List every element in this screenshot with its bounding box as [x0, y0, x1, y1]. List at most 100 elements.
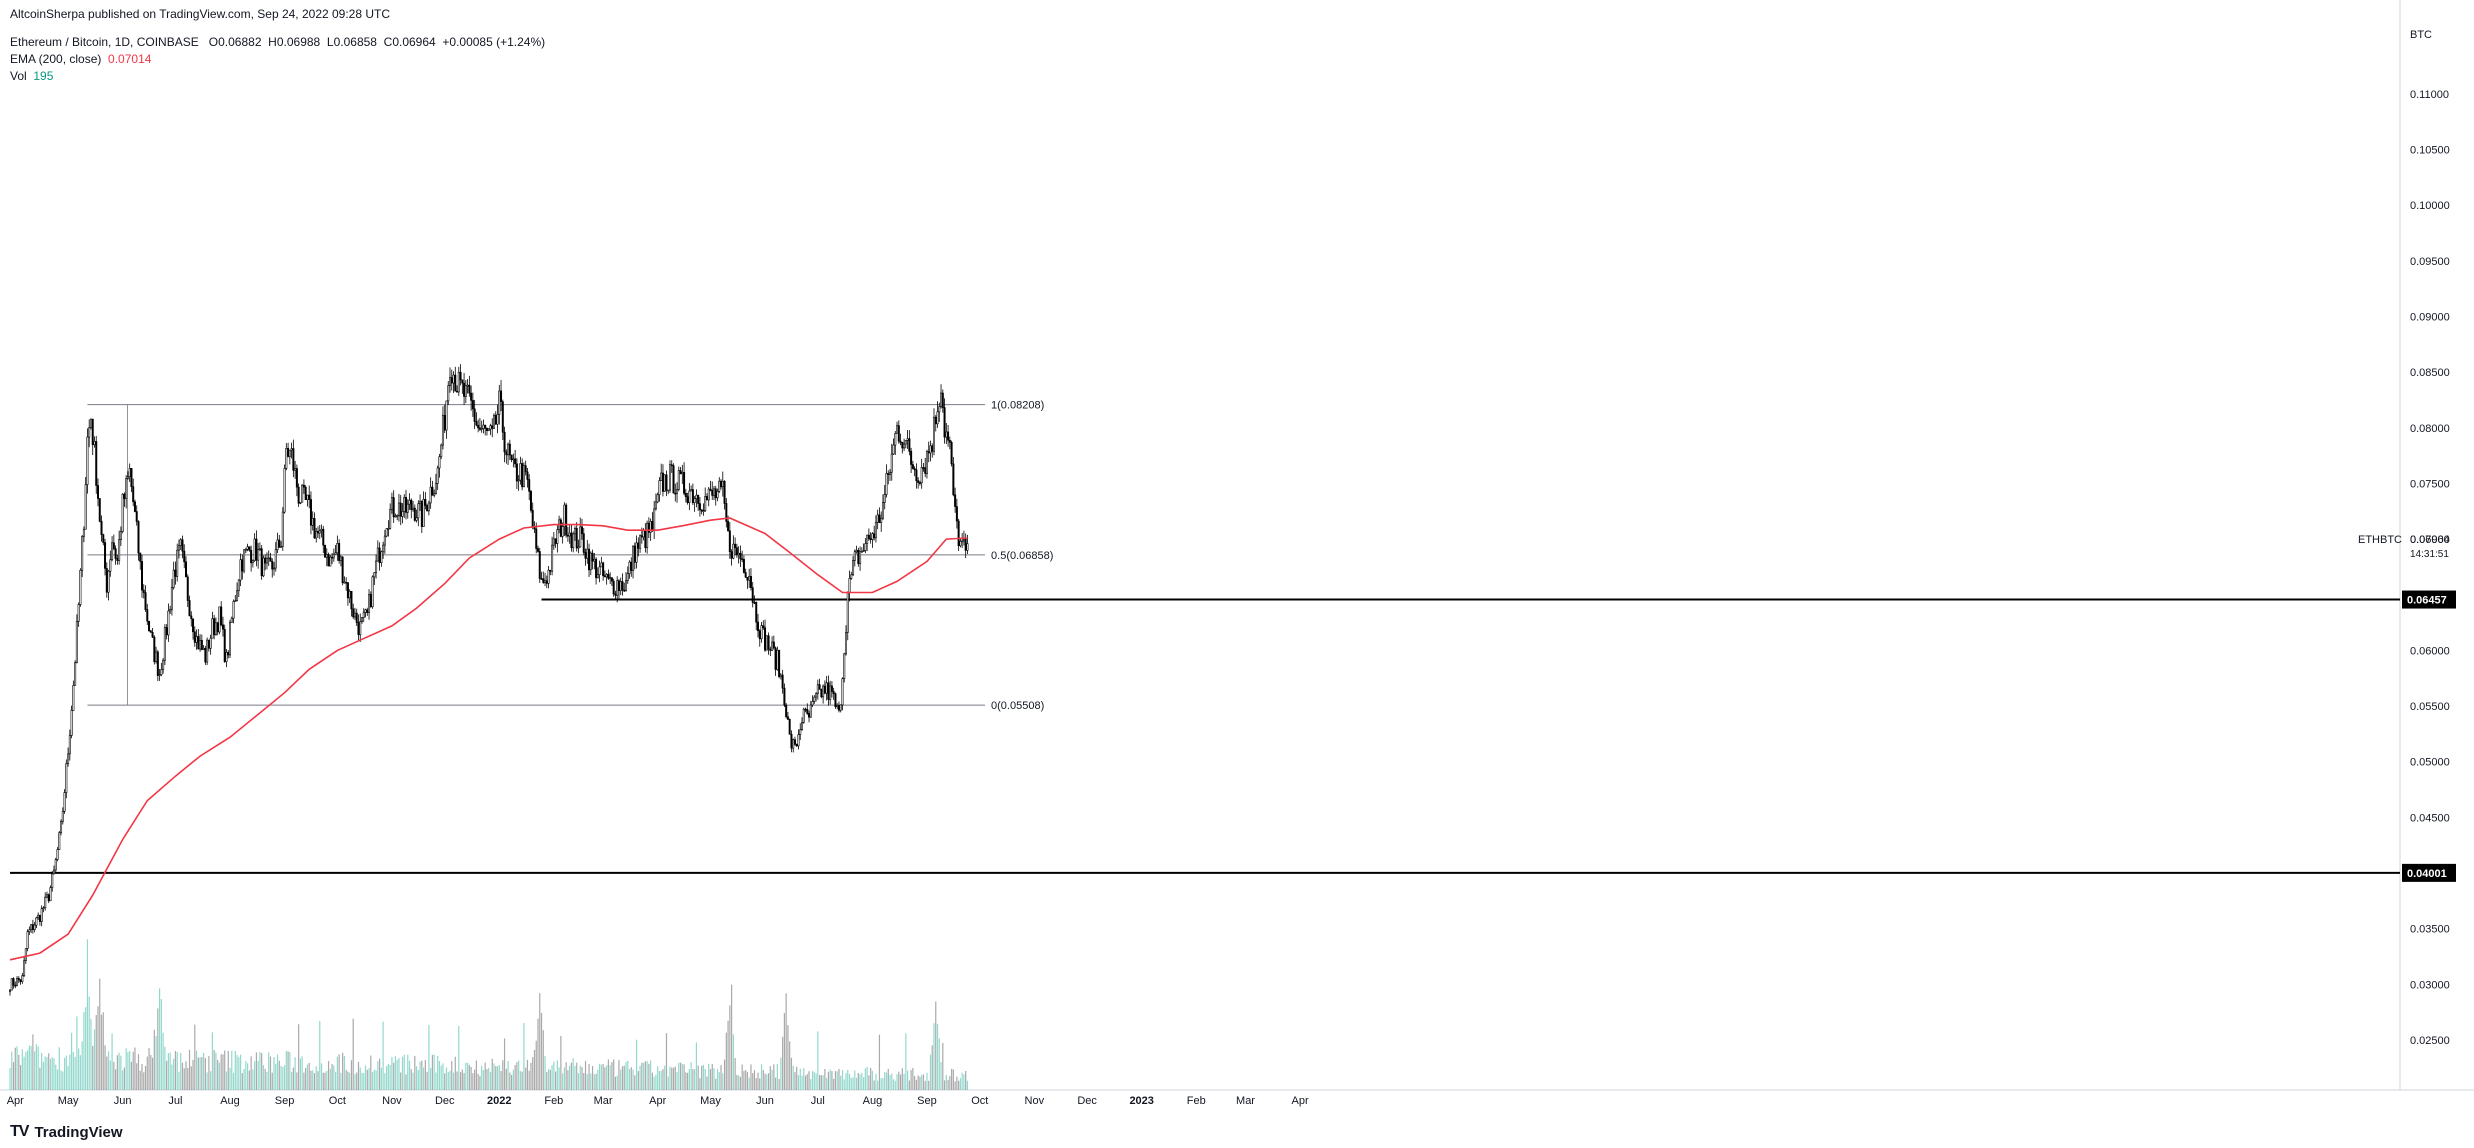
volume-bar [518, 1060, 520, 1090]
candle-body [829, 685, 832, 700]
volume-bar [398, 1058, 400, 1090]
candle-body [258, 548, 261, 551]
candle-body [162, 659, 165, 670]
volume-bar [873, 1080, 875, 1090]
volume-bar [678, 1062, 680, 1090]
volume-bar [599, 1063, 601, 1090]
horizontal-levels[interactable] [10, 598, 2400, 874]
candle-body [119, 531, 122, 541]
candle-body [711, 489, 714, 496]
candle-body [698, 503, 701, 510]
time-tick-label: Aug [863, 1095, 883, 1107]
candle-body [954, 494, 957, 507]
candle-body [716, 491, 719, 499]
candle-body [109, 559, 112, 572]
ema-legend[interactable]: EMA (200, close) 0.07014 [10, 51, 151, 67]
candle-body [507, 443, 510, 456]
candle-body [265, 557, 268, 564]
volume-bar [120, 1055, 122, 1090]
volume-legend[interactable]: Vol 195 [10, 68, 53, 84]
volume-bar [679, 1062, 682, 1090]
volume-bar [783, 1013, 785, 1090]
candle-body [579, 526, 582, 548]
volume-bar [379, 1058, 381, 1090]
tradingview-brand: TradingView [34, 1123, 123, 1141]
candle-body [329, 556, 332, 567]
volume-bar [224, 1050, 226, 1090]
price-axis[interactable]: BTC 0.11000 0.10500 0.10000 0.09500 0.09000 0.… [2358, 29, 2456, 1047]
volume-bar [78, 1048, 80, 1090]
volume-bar [136, 1063, 138, 1090]
volume-bar [600, 1064, 602, 1090]
volume-bar [410, 1069, 412, 1090]
volume-bar [301, 1056, 303, 1090]
volume-bar [887, 1068, 889, 1090]
volume-bar [757, 1072, 759, 1090]
candle-body [880, 517, 883, 523]
candle-body [121, 493, 124, 532]
volume-bar [435, 1072, 437, 1090]
candle-body [343, 581, 346, 584]
volume-bar [855, 1077, 858, 1090]
volume-bar [569, 1065, 571, 1090]
time-tick-label: Oct [971, 1095, 988, 1107]
candle-body [355, 612, 358, 623]
candle-body [595, 558, 598, 579]
volume-bar [775, 1077, 777, 1090]
volume-bar [350, 1060, 353, 1090]
price-tick-label: 0.10000 [2410, 200, 2450, 212]
volume-bar [514, 1064, 516, 1090]
volume-bar [651, 1072, 653, 1090]
volume-bar [273, 1057, 275, 1090]
candle-body [852, 560, 855, 576]
candle-body [35, 917, 38, 926]
candle-body [630, 561, 633, 571]
volume-bar [787, 1025, 789, 1090]
volume-bar [725, 1032, 727, 1090]
candle-body [292, 448, 295, 471]
volume-bars [9, 939, 969, 1090]
candle-body [362, 612, 365, 618]
candle-body [137, 521, 140, 554]
candle-body [941, 392, 944, 408]
volume-bar [750, 1064, 752, 1090]
volume-bar [375, 1070, 377, 1090]
volume-bar [528, 1070, 530, 1090]
volume-bar [933, 1023, 935, 1090]
volume-bar [570, 1062, 573, 1090]
fib-retracement[interactable]: 1(0.08208) 0.5(0.06858) 0(0.05508) [87, 400, 1053, 712]
candle-body [389, 509, 392, 529]
candle-body [642, 530, 645, 538]
volume-bar [695, 1042, 697, 1090]
candle-body [19, 979, 22, 982]
candle-body [427, 502, 430, 512]
time-tick-label: Oct [329, 1095, 346, 1107]
time-axis[interactable]: Apr May Jun Jul Aug Sep Oct Nov Dec 2022 Feb Mar Apr… [7, 1095, 1309, 1107]
candle-body [420, 500, 423, 527]
candle-body [580, 526, 583, 534]
volume-bar [14, 1047, 16, 1090]
candle-body [350, 591, 353, 610]
volume-bar [90, 1018, 92, 1090]
vol-value: 195 [33, 69, 54, 83]
volume-bar [150, 1054, 152, 1090]
volume-bar [511, 1074, 513, 1090]
volume-bar [86, 939, 89, 1090]
volume-bar [134, 1047, 136, 1090]
volume-bar [713, 1068, 715, 1090]
candle-body [255, 538, 258, 561]
volume-bar [764, 1073, 766, 1090]
price-tick-label: 0.07500 [2410, 478, 2450, 490]
volume-bar [938, 1038, 940, 1090]
volume-bar [127, 1052, 129, 1090]
candle-body [438, 456, 441, 469]
volume-bar [252, 1069, 254, 1090]
volume-bar [41, 1052, 43, 1090]
candle-body [79, 569, 82, 605]
candle-body [772, 641, 775, 649]
volume-bar [166, 1060, 168, 1090]
candle-body [927, 451, 930, 454]
tradingview-footer[interactable]: TV TradingView [10, 1123, 123, 1141]
candle-body [660, 472, 663, 481]
